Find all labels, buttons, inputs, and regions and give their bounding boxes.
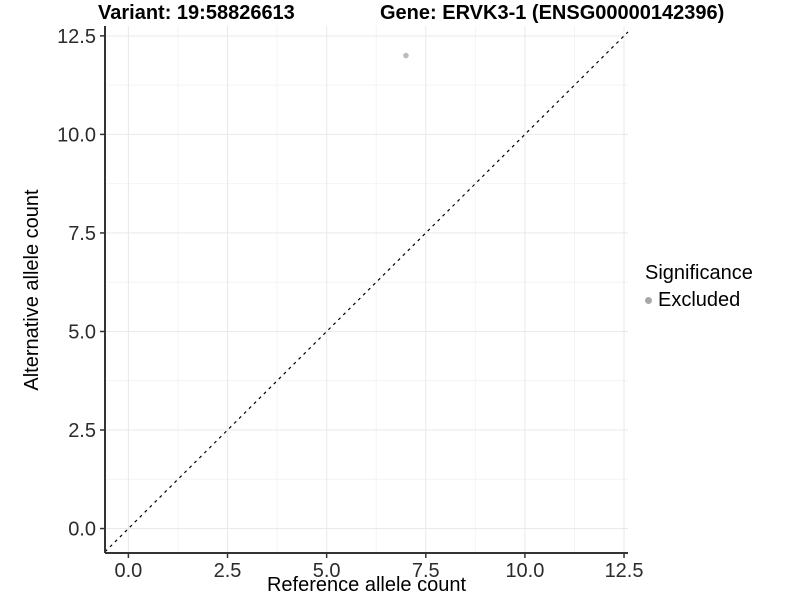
y-tick-label: 5.0 [68, 321, 96, 343]
identity-reference-line [104, 31, 629, 553]
x-tick-label: 2.5 [214, 560, 242, 582]
y-tick-label: 7.5 [68, 223, 96, 245]
x-tick-label: 5.0 [313, 560, 341, 582]
x-axis-title: Reference allele count [266, 574, 466, 596]
legend: Significance Excluded [645, 262, 753, 312]
legend-item-excluded: Excluded [645, 289, 753, 312]
x-tick-label: 0.0 [114, 560, 142, 582]
data-point [403, 52, 409, 59]
y-tick-label: 2.5 [68, 420, 96, 442]
legend-item-label: Excluded [658, 289, 741, 311]
y-axis-title: Alternative allele count [21, 189, 43, 391]
legend-key-dot [645, 297, 652, 304]
plot-title-variant: Variant: 19:58826613 [98, 2, 295, 24]
y-tick-label: 12.5 [57, 26, 96, 48]
y-tick-label: 0.0 [68, 519, 96, 541]
y-tick-label: 10.0 [57, 124, 96, 146]
x-tick-label: 10.0 [505, 560, 544, 582]
x-tick-label: 7.5 [412, 560, 440, 582]
x-tick-label: 12.5 [605, 560, 644, 582]
plot-title-gene: Gene: ERVK3-1 (ENSG00000142396) [380, 2, 725, 24]
legend-title: Significance [645, 262, 753, 284]
